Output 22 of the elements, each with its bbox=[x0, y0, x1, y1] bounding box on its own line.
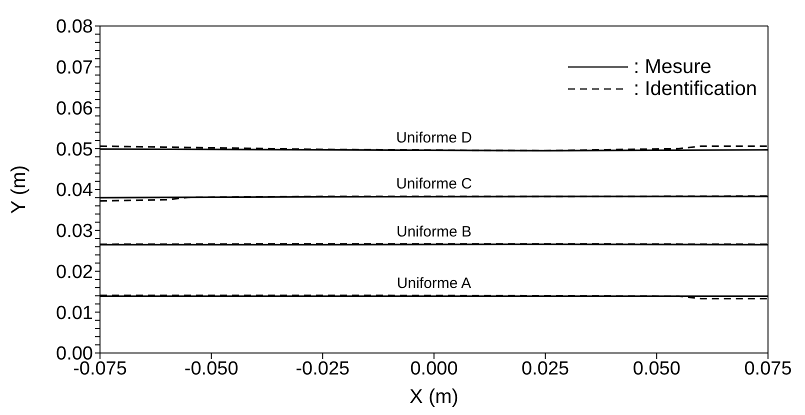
x-tick-label: 0.050 bbox=[632, 358, 680, 380]
legend-label: : Identification bbox=[634, 78, 757, 100]
annotation: Uniforme B bbox=[396, 223, 472, 240]
y-tick-label: 0.01 bbox=[56, 302, 93, 324]
y-tick-label: 0.06 bbox=[56, 98, 93, 120]
annotation: Uniforme A bbox=[396, 275, 472, 292]
x-tick-label: -0.050 bbox=[184, 358, 238, 380]
x-tick-label: -0.025 bbox=[296, 358, 350, 380]
y-tick-label: 0.02 bbox=[56, 262, 93, 283]
y-axis-title: Y (m) bbox=[8, 165, 30, 214]
y-tick-label: 0.03 bbox=[56, 221, 93, 242]
y-tick-label: 0.05 bbox=[56, 139, 93, 160]
y-tick-label: 0.07 bbox=[56, 58, 93, 79]
x-axis-title: X (m) bbox=[410, 386, 458, 408]
legend-label: : Mesure bbox=[634, 56, 712, 78]
annotation: Uniforme D bbox=[396, 129, 472, 146]
x-tick-label: 0.000 bbox=[410, 358, 458, 380]
y-tick-label: 0.04 bbox=[56, 180, 94, 202]
x-tick-label: 0.025 bbox=[522, 358, 570, 380]
x-tick-label: 0.075 bbox=[744, 358, 792, 380]
annotation: Uniforme C bbox=[396, 175, 472, 192]
y-tick-label: 0.08 bbox=[56, 16, 93, 38]
